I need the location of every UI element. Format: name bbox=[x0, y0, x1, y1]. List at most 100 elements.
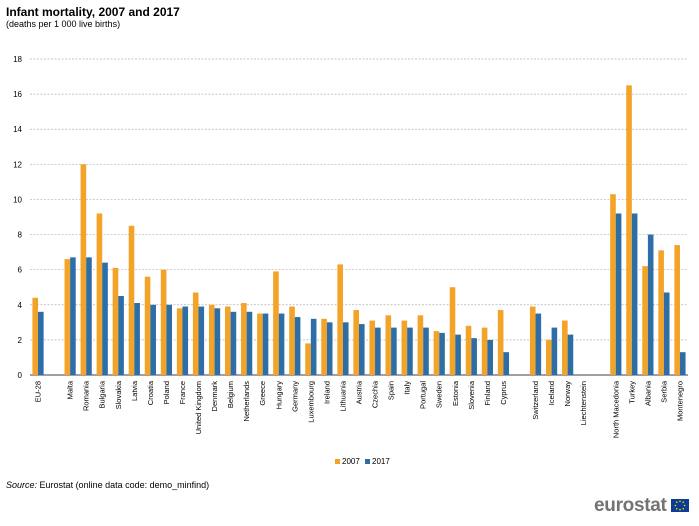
x-tick-label: Luxembourg bbox=[306, 381, 315, 423]
x-tick-label: Malta bbox=[66, 380, 75, 399]
bar-2017 bbox=[70, 257, 76, 375]
bar-2017 bbox=[631, 213, 638, 375]
bar-2017 bbox=[407, 327, 413, 375]
bar-2017 bbox=[294, 317, 301, 375]
bar-2017 bbox=[359, 324, 365, 375]
bar-2017 bbox=[198, 306, 205, 375]
x-tick-label: EU-28 bbox=[34, 381, 43, 402]
source-note: Source: Eurostat (online data code: demo… bbox=[6, 480, 209, 490]
x-tick-label: Liechtenstein bbox=[579, 381, 588, 425]
x-tick-label: Ireland bbox=[322, 381, 331, 404]
bar-2007 bbox=[241, 303, 247, 375]
x-tick-label: North Macedonia bbox=[611, 380, 620, 438]
bar-2007 bbox=[80, 164, 87, 375]
source-text: Eurostat (online data code: demo_minfind… bbox=[39, 480, 210, 490]
x-tick-label: Austria bbox=[355, 380, 364, 404]
x-tick-label: Iceland bbox=[547, 381, 556, 405]
bar-2007 bbox=[449, 287, 456, 375]
bar-2007 bbox=[642, 266, 648, 375]
bar-2017 bbox=[391, 327, 397, 375]
bar-2017 bbox=[342, 322, 349, 375]
bar-2007 bbox=[497, 310, 504, 375]
x-tick-label: France bbox=[178, 381, 187, 404]
bar-2017 bbox=[86, 257, 92, 375]
bar-2017 bbox=[166, 304, 173, 375]
y-tick-label: 16 bbox=[13, 90, 22, 99]
bar-2007 bbox=[96, 213, 103, 375]
bar-2017 bbox=[503, 352, 510, 375]
y-tick-label: 12 bbox=[13, 160, 22, 169]
bar-2007 bbox=[385, 315, 392, 375]
bar-2017 bbox=[423, 327, 429, 375]
bar-2007 bbox=[305, 343, 311, 375]
bar-2007 bbox=[192, 292, 199, 375]
legend-label-2007: 2007 bbox=[342, 457, 360, 466]
y-tick-label: 4 bbox=[18, 301, 23, 310]
bar-chart: 0 2 4 6 8 10 12 14 16 18 EU-28 Malta Romania Bulgaria… bbox=[13, 55, 688, 466]
y-tick-label: 6 bbox=[18, 266, 23, 275]
y-tick-label: 14 bbox=[13, 125, 22, 134]
source-label: Source: bbox=[6, 480, 38, 490]
x-tick-label: Croatia bbox=[146, 380, 155, 405]
x-tick-label: Finland bbox=[483, 381, 492, 406]
bar-2007 bbox=[208, 304, 215, 375]
bar-2007 bbox=[257, 313, 263, 375]
y-tick-label: 18 bbox=[13, 55, 22, 64]
x-tick-label: Czechia bbox=[371, 380, 380, 408]
x-tick-label: Belgium bbox=[226, 381, 235, 408]
y-tick-label: 2 bbox=[18, 336, 23, 345]
x-tick-label: Portugal bbox=[419, 381, 428, 409]
bar-2007 bbox=[610, 194, 616, 375]
bar-2007 bbox=[128, 225, 135, 375]
bar-2007 bbox=[353, 310, 359, 375]
bar-2007 bbox=[176, 308, 183, 375]
x-tick-label: Norway bbox=[563, 381, 572, 407]
legend-label-2017: 2017 bbox=[372, 457, 390, 466]
x-tick-label: Hungary bbox=[274, 381, 283, 410]
y-tick-label: 8 bbox=[18, 231, 23, 240]
x-tick-label: Spain bbox=[387, 381, 396, 400]
bar-2017 bbox=[182, 306, 189, 375]
bar-2017 bbox=[679, 352, 686, 375]
bar-2007 bbox=[337, 264, 343, 375]
bar-2017 bbox=[246, 311, 253, 375]
x-tick-label: Netherlands bbox=[242, 381, 251, 422]
bar-2017 bbox=[567, 334, 574, 375]
x-tick-label: Latvia bbox=[130, 380, 139, 401]
bar-2007 bbox=[289, 306, 295, 375]
bar-2017 bbox=[134, 303, 140, 375]
bar-2017 bbox=[38, 311, 44, 375]
bar-2007 bbox=[64, 259, 71, 375]
bar-2017 bbox=[439, 332, 445, 375]
x-tick-label: Germany bbox=[290, 381, 299, 412]
legend-swatch-2007 bbox=[335, 459, 340, 464]
bar-2017 bbox=[150, 304, 156, 375]
bar-2017 bbox=[230, 311, 237, 375]
bar-2007 bbox=[545, 339, 552, 375]
x-tick-label: Lithuania bbox=[338, 380, 347, 411]
bar-2007 bbox=[225, 306, 231, 375]
bar-2017 bbox=[455, 334, 461, 375]
bar-2017 bbox=[615, 213, 622, 375]
x-tick-label: Serbia bbox=[659, 380, 668, 403]
x-tick-label: Slovakia bbox=[114, 380, 123, 409]
bar-2017 bbox=[102, 262, 108, 375]
bar-2007 bbox=[401, 320, 408, 375]
bar-2007 bbox=[369, 320, 376, 375]
bar-2017 bbox=[551, 327, 558, 375]
x-tick-label: Turkey bbox=[627, 381, 636, 404]
bar-2007 bbox=[144, 276, 151, 375]
x-tick-label: Poland bbox=[162, 381, 171, 404]
bar-2007 bbox=[465, 325, 472, 375]
bar-2017 bbox=[214, 308, 221, 375]
x-tick-label: Romania bbox=[82, 380, 91, 411]
bar-2007 bbox=[160, 269, 167, 375]
bar-2007 bbox=[481, 327, 488, 375]
bar-2007 bbox=[626, 85, 632, 375]
bar-2017 bbox=[118, 296, 124, 375]
y-tick-label: 0 bbox=[18, 371, 23, 380]
bar-2017 bbox=[326, 322, 333, 375]
x-tick-label: Denmark bbox=[210, 381, 219, 412]
bar-2017 bbox=[310, 318, 317, 375]
bar-2017 bbox=[278, 313, 285, 375]
